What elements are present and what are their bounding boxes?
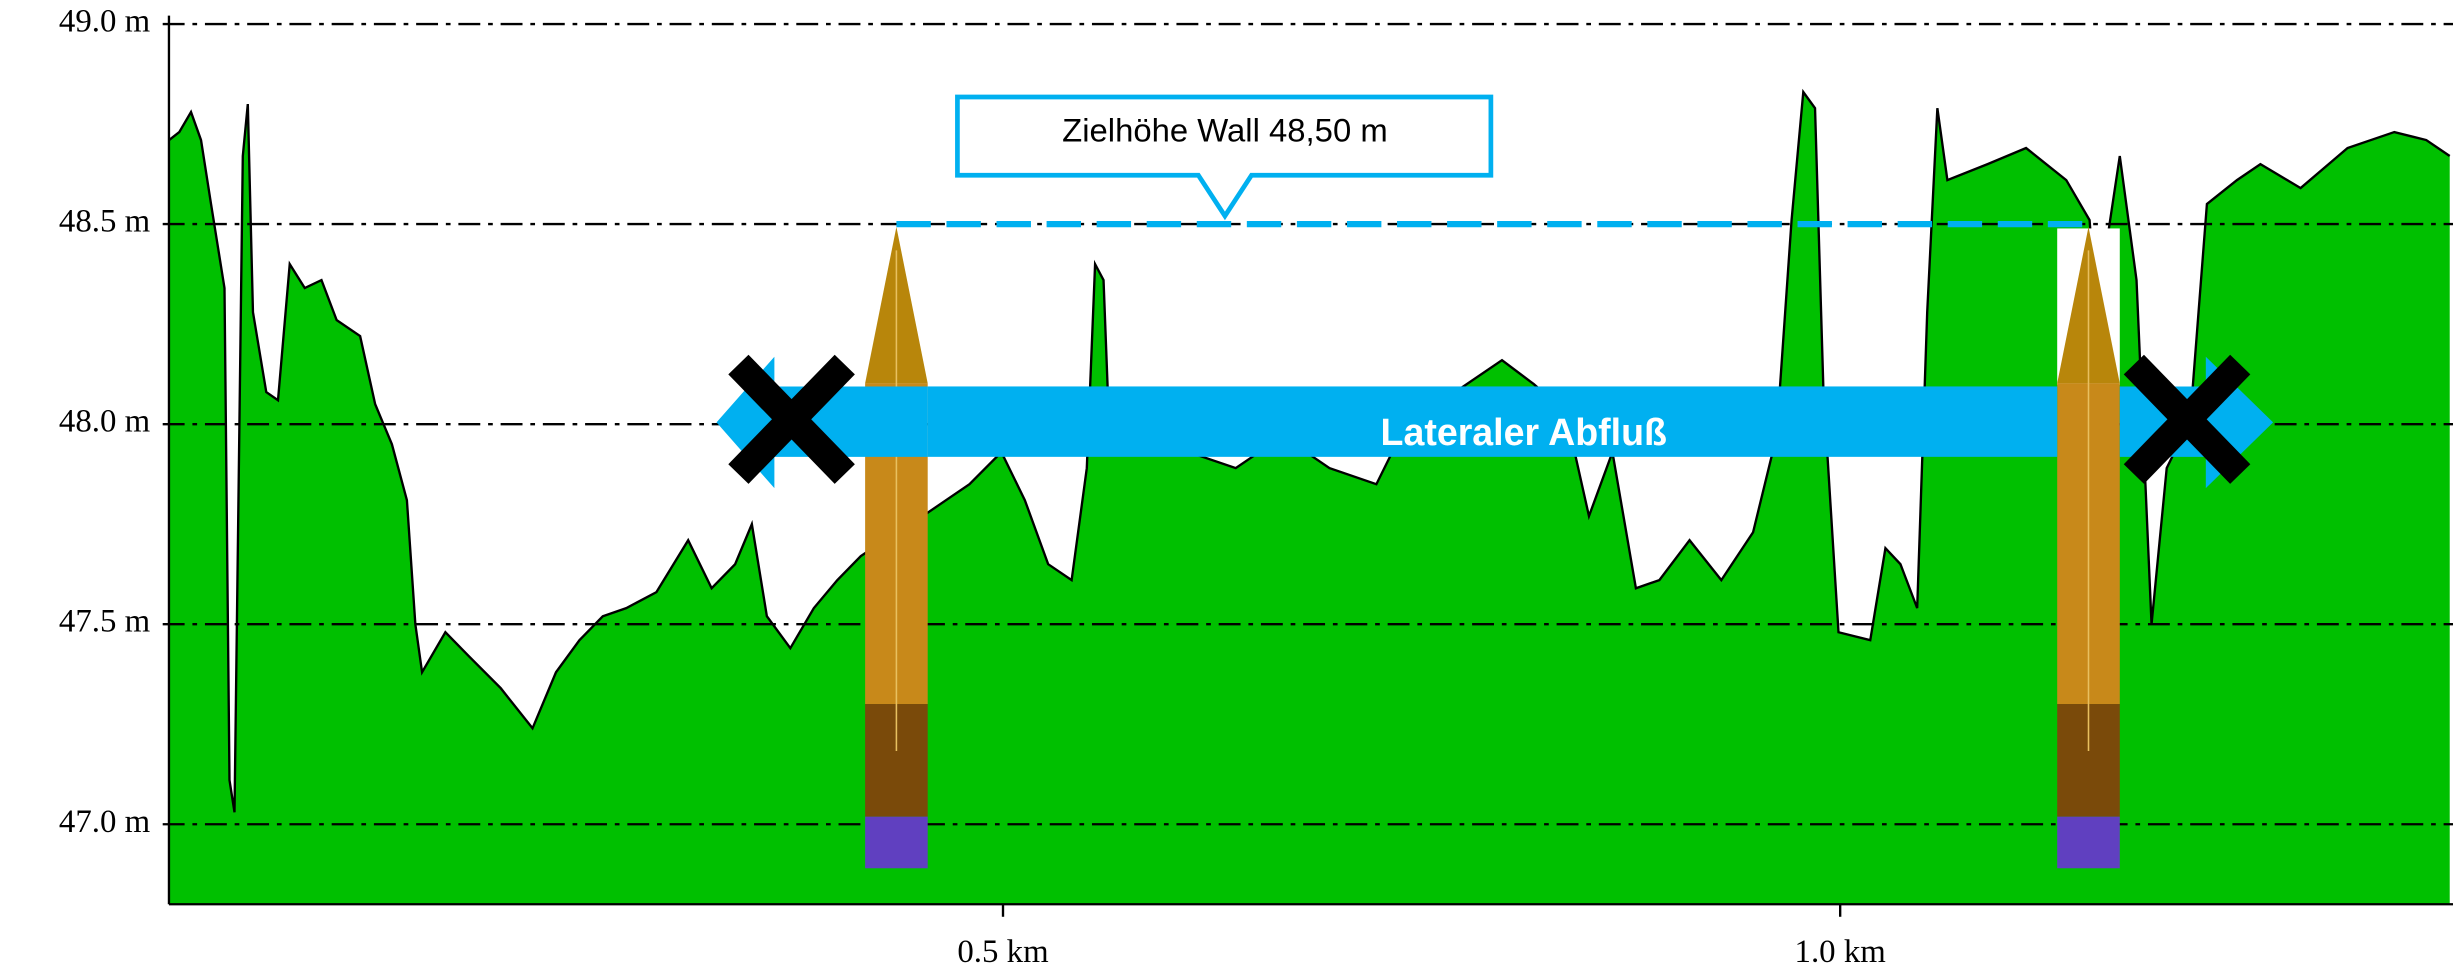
callout-text: Zielhöhe Wall 48,50 m (1062, 112, 1388, 149)
cross-right (2123, 354, 2251, 484)
cross-left (728, 354, 855, 484)
callout: Zielhöhe Wall 48,50 m (955, 94, 1494, 221)
overlay: Lateraler Abfluß Zielhöhe Wall 48,50 m (716, 94, 2274, 869)
wall-right (2057, 226, 2120, 869)
y-tick-label: 48.0 m (59, 404, 151, 440)
x-tick-label: 1.0 km (1795, 934, 1887, 970)
plot-area: 47.0 m 47.5 m 48.0 m 48.5 m 49.0 m 0.5 km 1.0 … (59, 4, 2453, 970)
area (169, 92, 2450, 905)
x-tick-label: 0.5 km (957, 934, 1049, 970)
wall-left (865, 226, 928, 869)
y-tick-label: 47.5 m (59, 604, 151, 640)
area-outline (168, 88, 2451, 813)
y-tick-label: 48.5 m (59, 204, 151, 240)
flow-label: Lateraler Abfluß (1381, 411, 1667, 453)
y-tick-label: 49.0 m (59, 4, 151, 40)
y-tick-label: 47.0 m (59, 804, 151, 840)
